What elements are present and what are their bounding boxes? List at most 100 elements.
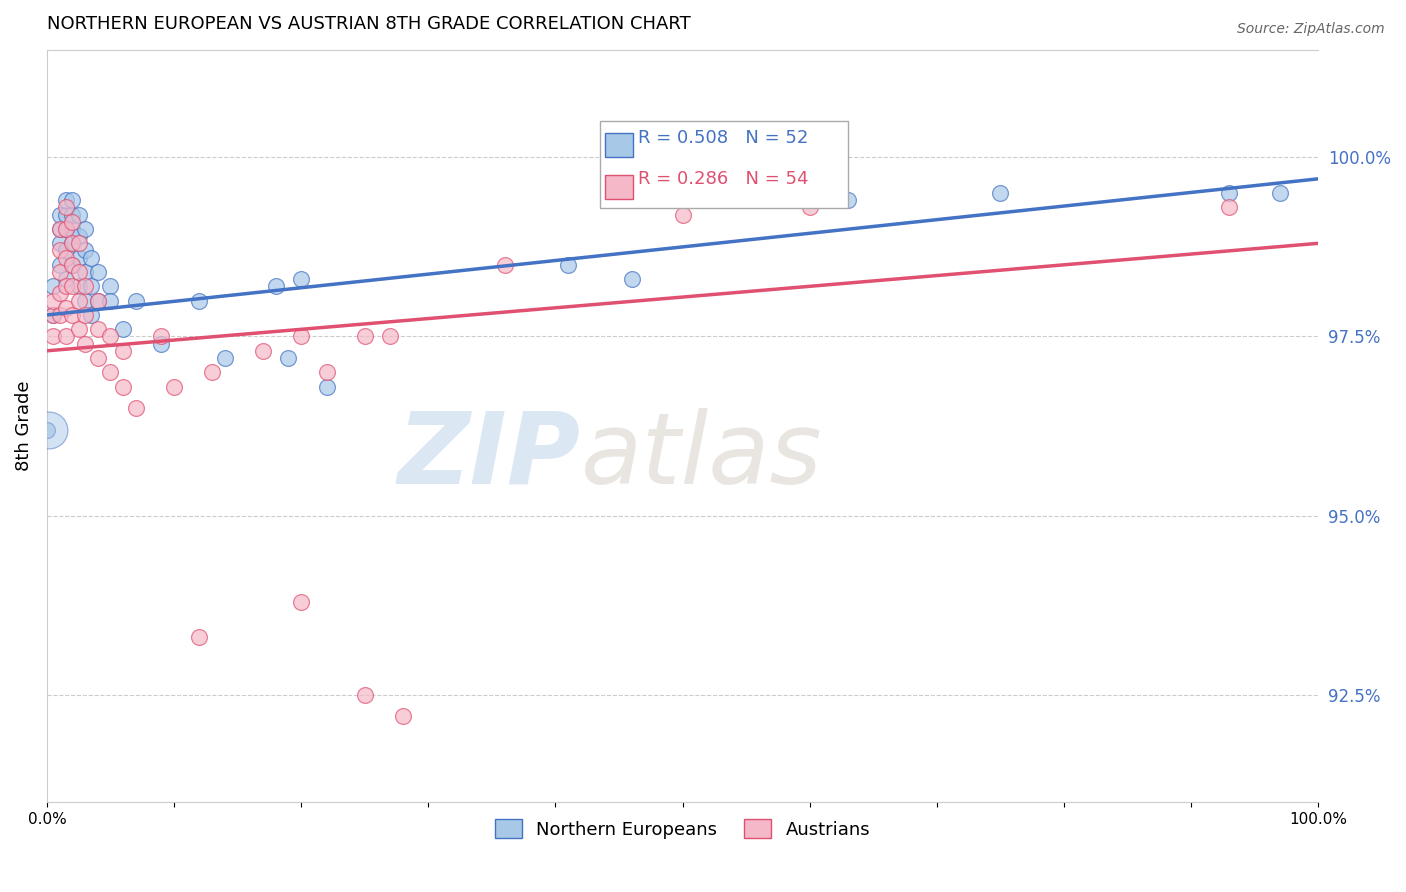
- Point: [55, 272, 77, 286]
- Point: [60, 236, 83, 251]
- Text: R = 0.286   N = 54: R = 0.286 N = 54: [638, 170, 808, 188]
- Point: [87, 293, 110, 308]
- Point: [990, 186, 1012, 201]
- Text: R = 0.508   N = 52: R = 0.508 N = 52: [638, 128, 808, 147]
- Point: [392, 709, 415, 723]
- Point: [38, 423, 60, 437]
- Point: [557, 258, 579, 272]
- FancyBboxPatch shape: [600, 121, 848, 208]
- Point: [494, 258, 516, 272]
- Point: [60, 258, 83, 272]
- Point: [150, 336, 173, 351]
- Point: [315, 379, 337, 393]
- Point: [48, 258, 70, 272]
- Point: [48, 308, 70, 322]
- Point: [87, 322, 110, 336]
- Point: [290, 594, 312, 608]
- Point: [100, 279, 122, 293]
- Point: [87, 293, 110, 308]
- Point: [264, 279, 287, 293]
- Point: [277, 351, 299, 365]
- Point: [67, 279, 90, 293]
- Point: [112, 343, 135, 358]
- Point: [55, 251, 77, 265]
- Point: [48, 286, 70, 301]
- Point: [60, 279, 83, 293]
- Point: [42, 279, 65, 293]
- Text: ZIP: ZIP: [398, 408, 581, 505]
- Point: [60, 194, 83, 208]
- Point: [55, 244, 77, 258]
- Point: [60, 236, 83, 251]
- Point: [55, 222, 77, 236]
- Point: [620, 272, 643, 286]
- Point: [125, 293, 148, 308]
- Point: [100, 293, 122, 308]
- Point: [60, 222, 83, 236]
- Point: [214, 351, 236, 365]
- Point: [80, 251, 103, 265]
- Point: [1218, 186, 1240, 201]
- Legend: Northern Europeans, Austrians: Northern Europeans, Austrians: [488, 812, 877, 846]
- Point: [55, 201, 77, 215]
- Point: [353, 688, 375, 702]
- Point: [67, 322, 90, 336]
- Point: [35, 423, 58, 437]
- Point: [188, 293, 211, 308]
- Point: [48, 208, 70, 222]
- Point: [60, 215, 83, 229]
- Point: [150, 329, 173, 343]
- Point: [42, 329, 65, 343]
- Point: [48, 222, 70, 236]
- Point: [67, 208, 90, 222]
- FancyBboxPatch shape: [605, 133, 633, 157]
- Point: [73, 308, 96, 322]
- Point: [125, 401, 148, 416]
- Point: [55, 208, 77, 222]
- Point: [42, 293, 65, 308]
- Point: [1268, 186, 1291, 201]
- Point: [60, 208, 83, 222]
- Point: [55, 301, 77, 315]
- Point: [824, 186, 846, 201]
- Point: [67, 229, 90, 244]
- Text: Source: ZipAtlas.com: Source: ZipAtlas.com: [1237, 22, 1385, 37]
- Point: [87, 265, 110, 279]
- Point: [188, 631, 211, 645]
- Point: [799, 201, 821, 215]
- Point: [48, 265, 70, 279]
- Point: [315, 365, 337, 379]
- Point: [67, 265, 90, 279]
- Point: [837, 194, 859, 208]
- FancyBboxPatch shape: [605, 175, 633, 199]
- Text: NORTHERN EUROPEAN VS AUSTRIAN 8TH GRADE CORRELATION CHART: NORTHERN EUROPEAN VS AUSTRIAN 8TH GRADE …: [46, 15, 690, 33]
- Point: [80, 308, 103, 322]
- Point: [48, 236, 70, 251]
- Point: [100, 365, 122, 379]
- Point: [1218, 201, 1240, 215]
- Point: [67, 293, 90, 308]
- Point: [290, 329, 312, 343]
- Point: [163, 379, 186, 393]
- Point: [100, 329, 122, 343]
- Point: [73, 293, 96, 308]
- Point: [112, 379, 135, 393]
- Point: [73, 336, 96, 351]
- Point: [67, 236, 90, 251]
- Point: [73, 244, 96, 258]
- Point: [87, 351, 110, 365]
- Point: [290, 272, 312, 286]
- Point: [48, 244, 70, 258]
- Point: [73, 279, 96, 293]
- Point: [55, 194, 77, 208]
- Point: [201, 365, 224, 379]
- Point: [73, 222, 96, 236]
- Point: [60, 258, 83, 272]
- Point: [353, 329, 375, 343]
- Point: [67, 251, 90, 265]
- Point: [80, 279, 103, 293]
- Y-axis label: 8th Grade: 8th Grade: [15, 381, 32, 471]
- Point: [252, 343, 274, 358]
- Point: [378, 329, 401, 343]
- Text: atlas: atlas: [581, 408, 823, 505]
